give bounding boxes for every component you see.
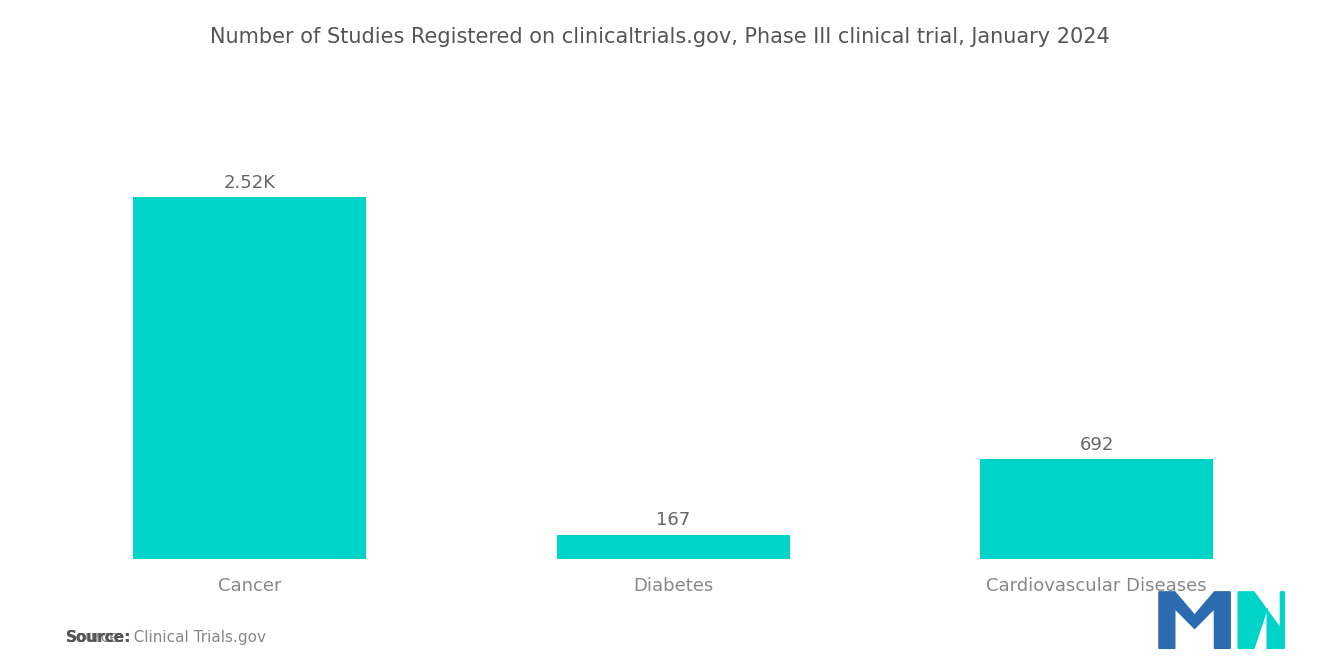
Text: 692: 692	[1080, 436, 1114, 454]
Bar	[133, 198, 366, 559]
Bar	[557, 535, 789, 559]
Polygon shape	[1238, 592, 1284, 648]
Text: Source:: Source:	[66, 630, 132, 645]
Text: 2.52K: 2.52K	[223, 174, 276, 192]
Text: Source:  Clinical Trials.gov: Source: Clinical Trials.gov	[66, 630, 267, 645]
Bar	[981, 460, 1213, 559]
Text: Source:: Source:	[66, 630, 132, 645]
Text: Number of Studies Registered on clinicaltrials.gov, Phase III clinical trial, Ja: Number of Studies Registered on clinical…	[210, 27, 1110, 47]
Polygon shape	[1159, 592, 1230, 648]
Text: 167: 167	[656, 511, 690, 529]
